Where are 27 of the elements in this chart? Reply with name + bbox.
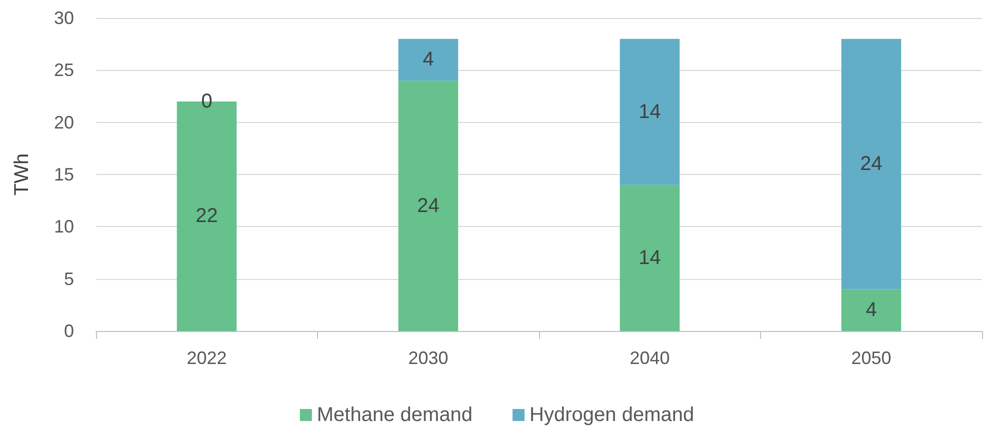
y-tick-label: 15 bbox=[54, 164, 74, 184]
y-tick-label: 20 bbox=[54, 112, 74, 132]
bar bbox=[841, 38, 902, 290]
x-tick-label: 2040 bbox=[630, 348, 670, 368]
x-tick-label: 2030 bbox=[408, 348, 448, 368]
data-label: 22 bbox=[196, 205, 218, 228]
y-tick-label: 10 bbox=[54, 216, 74, 237]
data-label: 24 bbox=[860, 153, 882, 176]
data-label: 24 bbox=[417, 194, 440, 217]
legend-label: Methane demand bbox=[316, 404, 473, 426]
bar bbox=[620, 184, 680, 331]
y-tick-label: 0 bbox=[64, 321, 74, 341]
bar bbox=[398, 38, 458, 81]
y-tick-label: 25 bbox=[54, 60, 74, 80]
data-label: 14 bbox=[638, 246, 661, 269]
x-tick-label: 2050 bbox=[851, 348, 892, 368]
y-axis-title: TWh bbox=[11, 153, 33, 196]
legend-label: Hydrogen demand bbox=[530, 404, 694, 426]
data-label: 4 bbox=[422, 48, 434, 71]
bar bbox=[620, 38, 680, 185]
y-tick-label: 30 bbox=[54, 8, 74, 28]
bar bbox=[841, 289, 902, 331]
data-label: 4 bbox=[866, 299, 877, 322]
bar bbox=[398, 80, 458, 331]
data-label: 14 bbox=[638, 100, 661, 123]
x-tick-label: 2022 bbox=[186, 348, 227, 368]
y-tick-label: 5 bbox=[64, 268, 74, 289]
